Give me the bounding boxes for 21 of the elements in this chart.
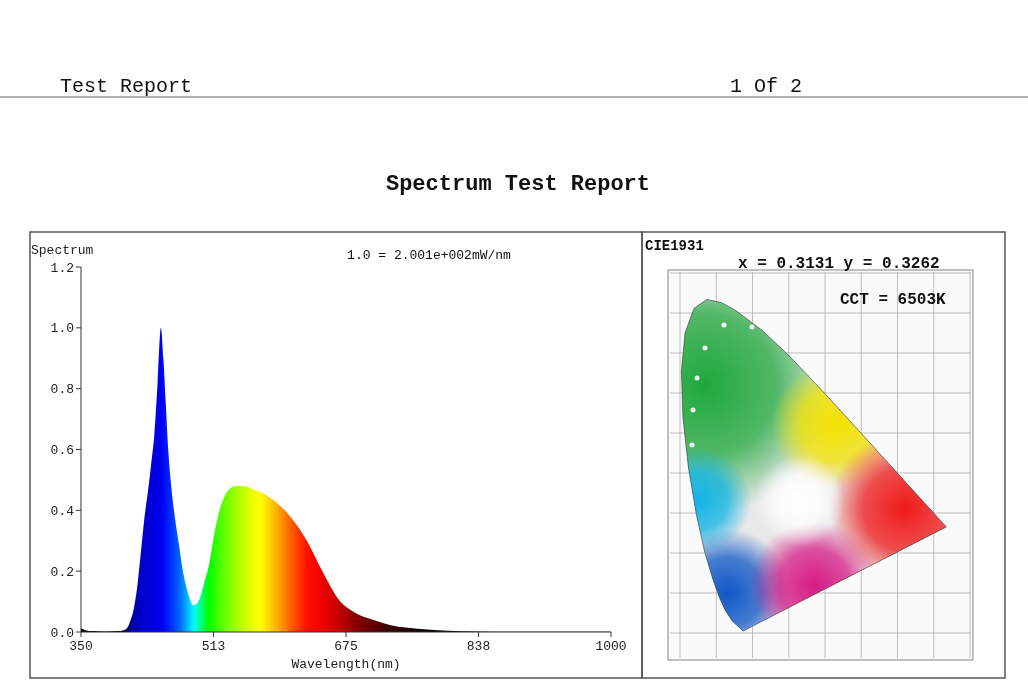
y-tick-label: 0.2	[50, 564, 74, 580]
text: CCT = 6503K	[840, 291, 947, 309]
x-tick-label: 838	[466, 639, 491, 654]
y-tick-label: 0.8	[50, 382, 74, 398]
x-tick-label: 675	[334, 639, 358, 654]
y-tick-label: 1.0	[50, 321, 74, 337]
text: 1 Of 2	[730, 75, 803, 98]
y-tick-label: 0.0	[50, 625, 74, 641]
x-tick-label: 513	[201, 639, 226, 654]
text: x = 0.3131 y = 0.3262	[738, 255, 940, 273]
text: Test Report	[60, 75, 193, 98]
y-tick-label: 0.4	[50, 503, 75, 519]
y-axis-title: Spectrum	[31, 243, 94, 258]
y-tick-label: 1.2	[50, 260, 74, 276]
x-tick-label: 350	[69, 639, 93, 654]
text: 1.0 = 2.001e+002mW/nm	[347, 248, 512, 263]
x-axis-title: Wavelength(nm)	[291, 657, 401, 672]
y-tick-label: 0.6	[50, 443, 74, 459]
text: CIE1931	[645, 238, 704, 254]
chart-title: Spectrum Test Report	[385, 172, 651, 197]
x-tick-label: 1000	[595, 639, 627, 654]
